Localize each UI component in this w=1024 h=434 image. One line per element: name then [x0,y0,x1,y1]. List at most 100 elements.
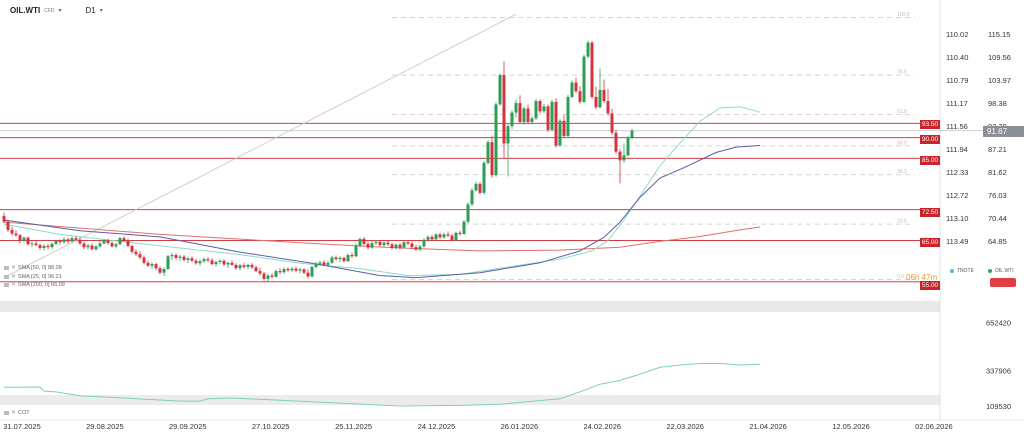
candle-body [330,257,334,263]
candle-body [162,269,166,273]
cot-axis-tick: 109530 [986,402,1011,411]
candle-body [450,235,454,241]
price-axis-tick: 103.97 [988,76,1011,85]
candle-body [502,75,506,144]
candle-body [10,229,14,234]
candle-body [570,82,574,97]
candle-body [58,241,62,243]
oil-dot-icon [988,269,992,273]
candle-body [578,91,582,102]
candle-body [14,233,18,236]
timeframe-label[interactable]: D1 [85,6,96,15]
candle-body [410,243,414,248]
candle-body [614,132,618,152]
trade-button[interactable] [990,278,1016,287]
level-badge-65-00[interactable]: 65.00 [920,238,940,247]
symbol-label[interactable]: OIL.WTI [10,6,41,15]
fib-level-label: 0.0 [897,274,904,280]
indicator-toggle-icon[interactable] [4,282,9,287]
candle-body [602,89,606,102]
candle-body [366,243,370,248]
price-axis-tick: 81.62 [988,168,1007,177]
indicator-legend-sma200[interactable]: ✕ SMA [200, 0] 66.09 [4,281,65,288]
candle-body [522,108,526,123]
candle-body [130,245,134,252]
secondary-axis-tick: 112.33 [946,168,968,177]
candle-body [146,262,150,266]
compare-toggle-oil[interactable]: OIL.WTI [988,268,1014,274]
close-icon[interactable]: ✕ [11,410,17,416]
candle-body [442,234,446,238]
candle-body [30,243,34,245]
candle-body [138,254,142,258]
candle-body [554,101,558,146]
candle-body [566,96,570,137]
candle-body [274,271,278,277]
candle-body [38,245,42,249]
candle-body [598,89,602,108]
fib-level-label: 61.8 [897,109,907,115]
secondary-axis-tick: 110.02 [946,30,968,39]
candle-body [518,103,522,123]
candle-body [562,120,566,137]
candle-body [454,232,458,241]
candle-body [530,118,534,123]
timeframe-dropdown-icon[interactable]: ▾ [99,8,103,14]
candle-body [318,262,322,264]
candle-body [234,264,238,269]
indicator-label: COT [18,409,30,416]
candle-body [486,142,490,163]
level-badge-85-00[interactable]: 85.00 [920,156,940,165]
compare-toggle-tnote[interactable]: TNOTE [950,268,974,274]
candle-body [354,245,358,257]
candle-body [166,256,170,270]
fib-level-label: 23.6 [897,219,907,225]
candle-body [482,162,486,193]
close-icon[interactable]: ✕ [11,265,17,271]
candle-body [386,242,390,245]
indicator-toggle-icon[interactable] [4,274,9,279]
candle-body [250,264,254,268]
candle-body [182,256,186,260]
indicator-legend-sma25[interactable]: ✕ SMA [25, 0] 96.21 [4,273,62,280]
candle-body [34,243,38,246]
indicator-toggle-icon[interactable] [4,410,9,415]
level-badge-90-00[interactable]: 90.00 [920,135,940,144]
close-icon[interactable]: ✕ [11,282,17,288]
level-badge-93-50[interactable]: 93.50 [920,120,940,129]
symbol-dropdown-icon[interactable]: ▾ [58,8,62,14]
candle-body [230,262,234,265]
close-icon[interactable]: ✕ [11,274,17,280]
candle-body [346,255,350,262]
candle-body [302,269,306,273]
indicator-legend-cot[interactable]: ✕ COT [4,409,30,416]
candle-body [418,246,422,250]
candle-body [262,273,266,279]
candle-body [630,130,634,138]
indicator-legend-sma50[interactable]: ✕ SMA [50, 0] 88.08 [4,264,62,271]
candle-body [538,101,542,112]
candle-body [26,237,30,245]
candle-body [470,190,474,205]
indicator-toggle-icon[interactable] [4,265,9,270]
date-axis-tick: 12.05.2026 [832,422,870,431]
candle-body [242,265,246,267]
level-badge-55-00[interactable]: 55.00 [920,281,940,290]
candle-body [286,269,290,271]
candle-body [430,236,434,240]
candle-body [546,106,550,130]
candle-body [586,42,590,57]
date-axis-tick: 24.12.2025 [418,422,456,431]
candle-body [558,120,562,146]
candle-body [534,101,538,119]
level-badge-72-50[interactable]: 72.50 [920,208,940,217]
candle-body [186,258,190,260]
candle-body [54,241,58,244]
candle-body [526,108,530,123]
date-axis-tick: 22.03.2026 [666,422,704,431]
secondary-axis-tick: 113.49 [946,237,968,246]
candle-body [98,243,102,247]
candle-body [118,238,122,245]
